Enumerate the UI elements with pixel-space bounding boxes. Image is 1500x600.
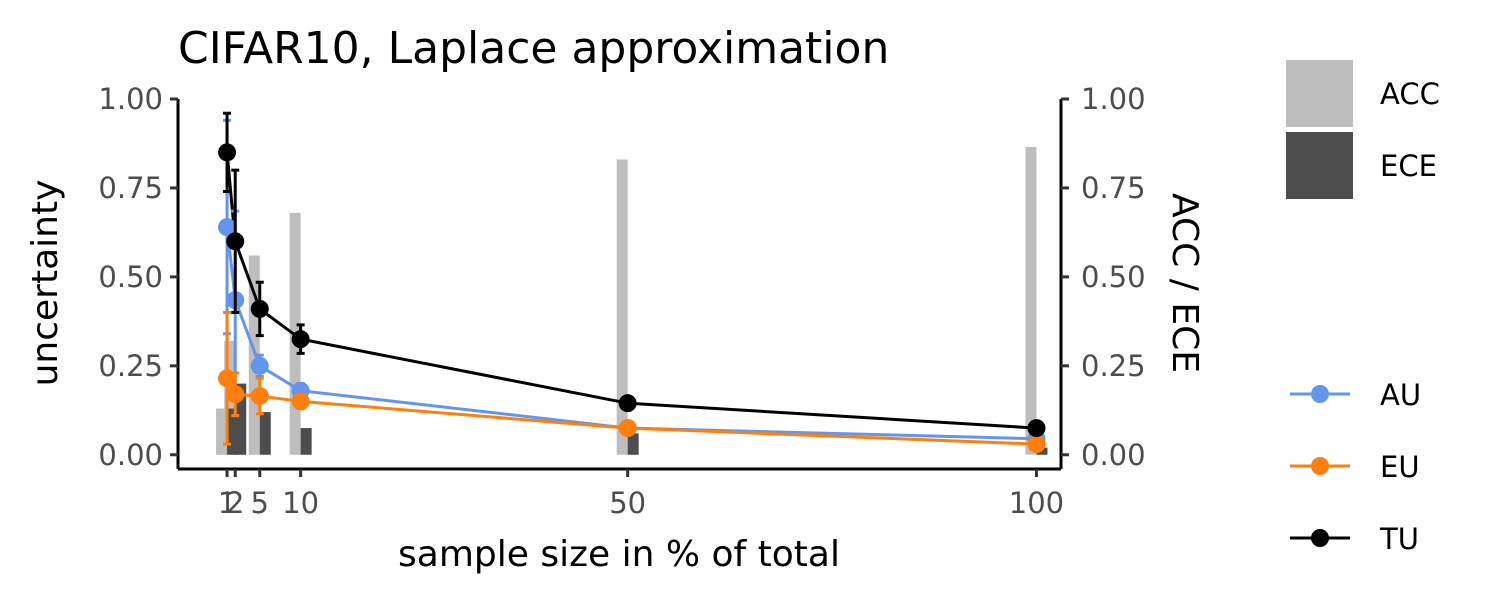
y2-tick-label-0.25: 0.25 xyxy=(1081,349,1146,383)
points-layer xyxy=(218,111,1046,454)
x-axis-title: sample size in % of total xyxy=(398,534,840,575)
legend-swatch-acc xyxy=(1286,60,1353,127)
bar-acc-1 xyxy=(216,408,228,455)
point-tu-100 xyxy=(1027,419,1046,438)
legend-point-eu xyxy=(1311,457,1329,475)
line-tu xyxy=(225,152,1037,430)
y-tick-label-0.25: 0.25 xyxy=(98,349,163,383)
legend-point-tu xyxy=(1311,529,1329,547)
point-tu-50 xyxy=(618,394,637,413)
point-tu-1 xyxy=(218,143,237,162)
bar-ece-2 xyxy=(235,383,247,455)
bar-ece-10 xyxy=(300,428,312,455)
point-au-5 xyxy=(250,356,269,375)
point-eu-5 xyxy=(250,387,269,406)
point-eu-50 xyxy=(618,419,637,438)
bar-ece-1 xyxy=(227,408,239,455)
x-tick-label-100: 100 xyxy=(1009,486,1064,520)
chart-title: CIFAR10, Laplace approximation xyxy=(178,23,889,74)
y-tick-label-0.50: 0.50 xyxy=(98,260,163,294)
legend-point-au xyxy=(1311,385,1329,403)
bar-ece-50 xyxy=(627,433,639,455)
bar-acc-100 xyxy=(1025,147,1037,455)
y2-tick-label-0.50: 0.50 xyxy=(1081,260,1146,294)
y-axis-title: uncertainty xyxy=(25,180,66,387)
legend-label-ece: ECE xyxy=(1380,149,1437,183)
bar-ece-5 xyxy=(259,412,271,455)
y2-axis-title: ACC / ECE xyxy=(1164,193,1205,373)
legend-swatch-ece xyxy=(1286,132,1353,199)
legend-label-acc: ACC xyxy=(1380,77,1440,111)
point-tu-5 xyxy=(250,299,269,318)
axes-layer: 0.00 0.25 0.50 0.75 1.00 0.00 0.25 0.50 0.75 1.00… xyxy=(98,82,1145,520)
y2-tick-label-1.00: 1.00 xyxy=(1081,82,1146,116)
y-tick-label-1.00: 1.00 xyxy=(98,82,163,116)
bar-acc-50 xyxy=(616,159,628,455)
legend: ACC ECE AU EU TU xyxy=(1286,60,1440,556)
legend-label-eu: EU xyxy=(1380,450,1420,484)
point-tu-10 xyxy=(291,330,310,349)
x-tick-label-10: 10 xyxy=(282,486,319,520)
x-tick-label-2: 2 xyxy=(226,486,244,520)
point-eu-2 xyxy=(226,385,245,404)
point-eu-10 xyxy=(291,392,310,411)
y-tick-label-0.75: 0.75 xyxy=(98,171,163,205)
legend-label-tu: TU xyxy=(1379,522,1419,556)
point-eu-100 xyxy=(1027,435,1046,454)
y-tick-label-0.00: 0.00 xyxy=(98,438,163,472)
point-au-1 xyxy=(218,218,237,237)
x-tick-label-1: 1 xyxy=(218,486,236,520)
x-tick-label-5: 5 xyxy=(251,486,269,520)
y2-tick-label-0.75: 0.75 xyxy=(1081,171,1146,205)
point-tu-2 xyxy=(226,232,245,251)
x-tick-label-50: 50 xyxy=(609,486,646,520)
legend-label-au: AU xyxy=(1380,378,1421,412)
y2-tick-label-0.00: 0.00 xyxy=(1081,438,1146,472)
